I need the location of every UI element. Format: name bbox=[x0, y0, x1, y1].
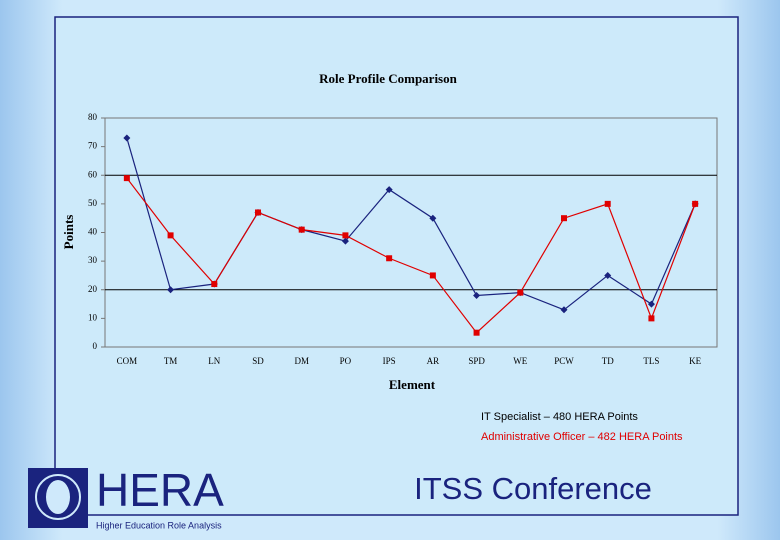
x-tick-label: LN bbox=[208, 356, 220, 366]
data-point bbox=[386, 255, 393, 262]
x-tick-label: IPS bbox=[383, 356, 396, 366]
data-point bbox=[692, 200, 699, 207]
logo-emblem bbox=[35, 474, 81, 520]
x-tick-label: PCW bbox=[554, 356, 574, 366]
logo-caption: Higher Education Role Analysis bbox=[96, 520, 222, 530]
y-tick-label: 60 bbox=[88, 169, 98, 179]
data-point bbox=[604, 271, 612, 279]
data-point bbox=[473, 329, 480, 336]
y-tick-label: 0 bbox=[93, 341, 98, 351]
data-point bbox=[211, 281, 218, 288]
plot: 0 10 20 30 40 50 60 70 80 COM TM LN SD DM PO IPS AR SPD WE… bbox=[88, 112, 717, 366]
x-axis-label: Element bbox=[389, 377, 436, 392]
x-tick-label: PO bbox=[340, 356, 352, 366]
data-point bbox=[429, 272, 436, 279]
series-line bbox=[126, 177, 696, 334]
x-tick-label: WE bbox=[513, 356, 527, 366]
x-tick-label: SD bbox=[252, 356, 264, 366]
y-axis-label: Points bbox=[61, 215, 76, 250]
data-point bbox=[648, 315, 655, 322]
data-point bbox=[647, 300, 655, 308]
data-point bbox=[167, 232, 174, 239]
y-tick-label: 50 bbox=[88, 198, 98, 208]
x-tick-label: AR bbox=[427, 356, 440, 366]
logo-emblem bbox=[46, 480, 70, 514]
data-point bbox=[298, 226, 305, 233]
y-tick-label: 40 bbox=[88, 227, 98, 237]
data-point bbox=[560, 306, 568, 314]
x-tick-label: TM bbox=[164, 356, 178, 366]
data-point bbox=[561, 215, 567, 222]
data-point bbox=[342, 232, 349, 239]
data-point bbox=[255, 209, 261, 216]
legend-entry: Administrative Officer – 482 HERA Points bbox=[481, 431, 683, 443]
y-tick-label: 20 bbox=[88, 284, 98, 294]
y-tick-label: 10 bbox=[88, 312, 98, 322]
x-tick-label: SPD bbox=[468, 356, 485, 366]
y-tick-label: 70 bbox=[88, 141, 98, 151]
data-point bbox=[604, 200, 611, 207]
chart-title: Role Profile Comparison bbox=[319, 71, 457, 86]
data-point bbox=[167, 286, 175, 294]
event-name: ITSS Conference bbox=[414, 471, 652, 506]
data-point bbox=[385, 186, 393, 194]
logo bbox=[28, 468, 88, 528]
x-tick-label: TLS bbox=[643, 356, 659, 366]
data-point bbox=[473, 291, 481, 299]
data-point bbox=[123, 175, 130, 182]
data-point bbox=[341, 237, 349, 245]
x-tick-label: COM bbox=[117, 356, 138, 366]
x-tick-label: DM bbox=[294, 356, 309, 366]
y-tick-label: 80 bbox=[88, 112, 98, 122]
x-tick-label: TD bbox=[602, 356, 614, 366]
data-point bbox=[517, 289, 524, 296]
data-point bbox=[123, 134, 131, 142]
data-point bbox=[429, 214, 437, 222]
logo-text: HERA bbox=[96, 464, 224, 516]
legend-entry: IT Specialist – 480 HERA Points bbox=[481, 411, 638, 423]
panel bbox=[54, 16, 739, 516]
x-tick-label: KE bbox=[689, 356, 701, 366]
y-tick-label: 30 bbox=[88, 255, 98, 265]
